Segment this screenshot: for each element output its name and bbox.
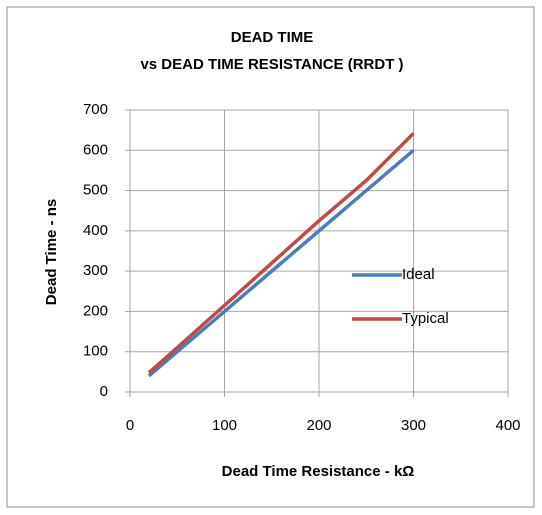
- y-tick-label: 500: [83, 182, 108, 199]
- chart-frame: [6, 6, 535, 508]
- x-tick-label: 0: [126, 417, 134, 434]
- x-tick-label: 100: [212, 417, 237, 434]
- y-tick-label: 200: [83, 302, 108, 319]
- y-axis-label: Dead Time - ns: [43, 199, 60, 305]
- y-tick-label: 600: [83, 141, 108, 158]
- x-tick-label: 400: [495, 417, 520, 434]
- x-axis-label: Dead Time Resistance - kΩ: [222, 463, 415, 480]
- legend-label: Typical: [402, 310, 449, 327]
- series-line: [147, 132, 415, 374]
- series-line: [147, 148, 415, 378]
- x-tick-label: 300: [401, 417, 426, 434]
- legend-label: Ideal: [402, 266, 435, 283]
- y-tick-label: 100: [83, 343, 108, 360]
- chart-title: DEAD TIME: [231, 29, 314, 46]
- y-tick-label: 700: [83, 101, 108, 118]
- chart-subtitle: vs DEAD TIME RESISTANCE (RRDT ): [140, 56, 403, 73]
- x-tick-label: 200: [306, 417, 331, 434]
- y-tick-label: 0: [100, 383, 108, 400]
- y-tick-label: 300: [83, 262, 108, 279]
- y-tick-label: 400: [83, 222, 108, 239]
